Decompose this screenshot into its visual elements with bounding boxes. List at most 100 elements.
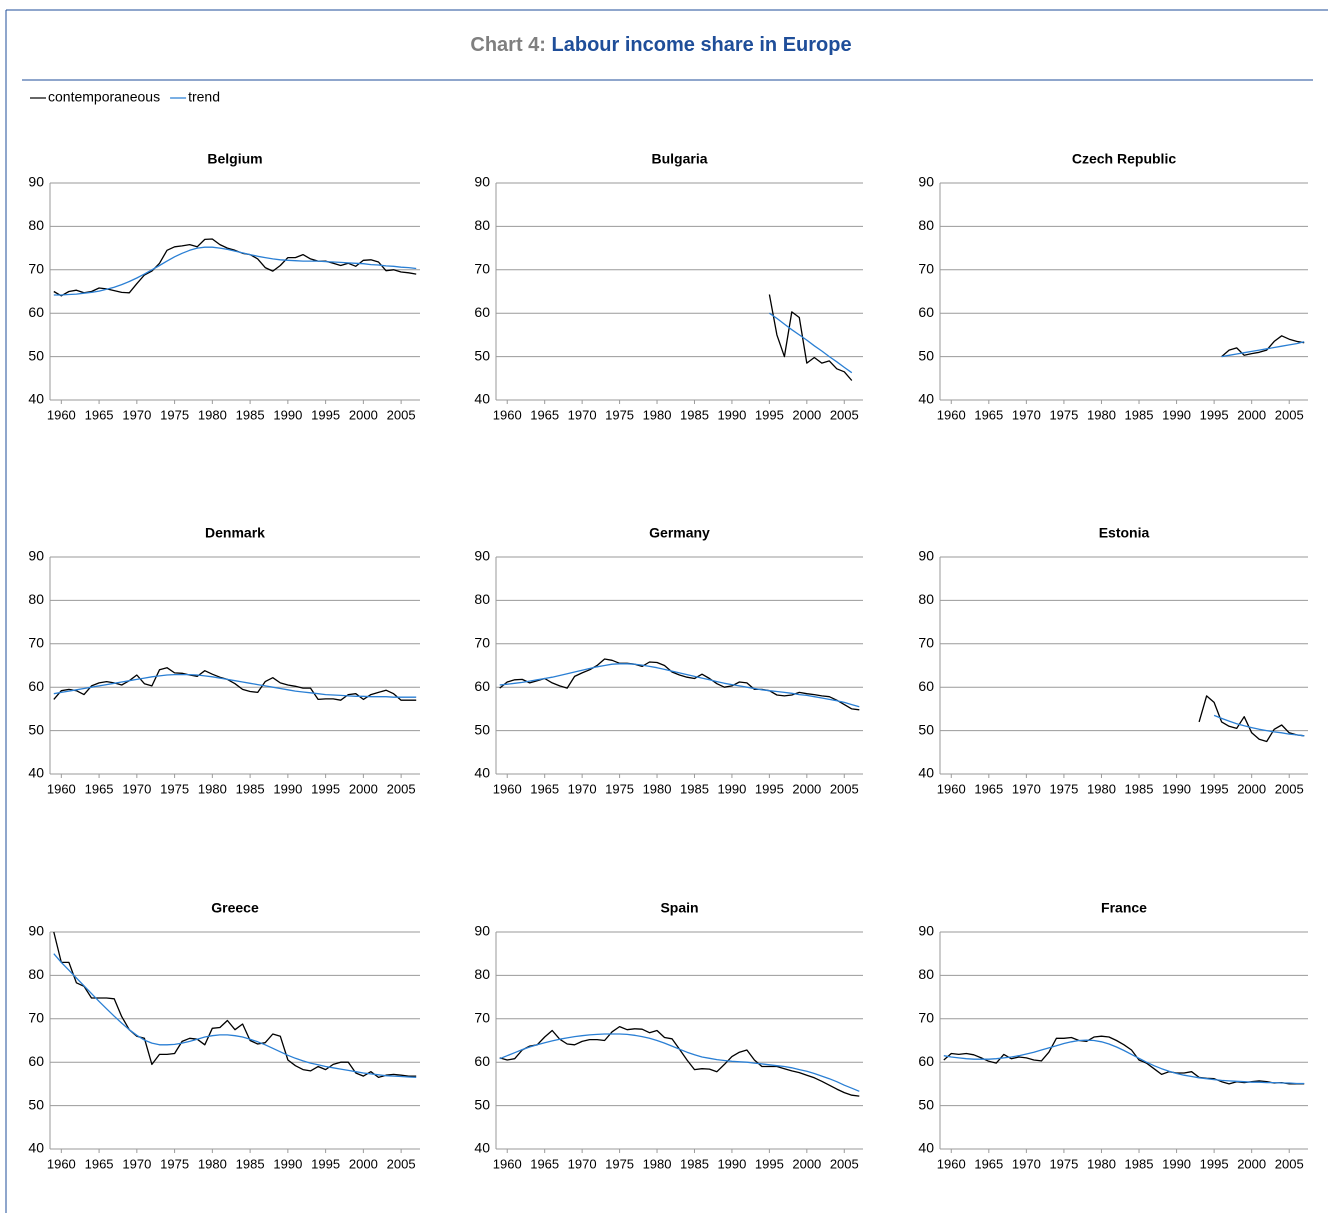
y-tick-label: 60: [918, 678, 934, 694]
x-tick-label: 1965: [530, 407, 559, 422]
x-tick-label: 1990: [273, 781, 302, 796]
series-line: [499, 1033, 860, 1092]
x-tick-label: 1995: [755, 1156, 784, 1171]
x-tick-label: 1980: [643, 1156, 672, 1171]
y-tick-label: 80: [474, 217, 490, 233]
x-tick-label: 1985: [236, 781, 265, 796]
series-line: [53, 673, 417, 698]
panel-title: Germany: [649, 525, 710, 541]
x-tick-label: 1970: [568, 407, 597, 422]
x-tick-label: 1960: [47, 781, 76, 796]
x-tick-label: 1975: [160, 1156, 189, 1171]
y-tick-label: 50: [918, 721, 934, 737]
x-tick-label: 2000: [792, 781, 821, 796]
y-tick-label: 70: [918, 261, 934, 277]
x-tick-label: 1975: [605, 407, 634, 422]
y-tick-label: 60: [474, 304, 490, 320]
series-line: [1221, 341, 1305, 358]
y-tick-label: 60: [28, 678, 44, 694]
title-text: Labour income share in Europe: [552, 34, 852, 56]
y-tick-label: 90: [28, 174, 44, 190]
x-tick-label: 1970: [1012, 781, 1041, 796]
x-tick-label: 1965: [85, 407, 114, 422]
x-tick-label: 1985: [680, 1156, 709, 1171]
x-tick-label: 1975: [605, 781, 634, 796]
x-tick-label: 1965: [85, 1156, 114, 1171]
x-tick-label: 1995: [311, 1156, 340, 1171]
legend: contemporaneous trend: [30, 89, 220, 105]
x-tick-label: 1970: [568, 781, 597, 796]
y-tick-label: 70: [474, 635, 490, 651]
y-tick-label: 80: [474, 591, 490, 607]
y-tick-label: 70: [28, 635, 44, 651]
x-tick-label: 1960: [937, 781, 966, 796]
panel-title: Bulgaria: [651, 151, 707, 167]
panel: Estonia 40 50 60 70 80 90 1960 1965 1970 1975 1980 1…: [918, 525, 1308, 796]
x-tick-label: 2000: [349, 1156, 378, 1171]
y-tick-label: 90: [918, 923, 934, 939]
panel: Bulgaria 40 50 60 70 80 90 1960 1965 1970 1975 1980…: [474, 151, 863, 422]
x-tick-label: 2005: [1275, 781, 1304, 796]
panels: Belgium 40 50 60 70 80 90 1960 1965 1970 1975 1980 1…: [28, 151, 1308, 1171]
series-line: [943, 1035, 1305, 1085]
y-tick-label: 70: [474, 1010, 490, 1026]
x-tick-label: 1985: [236, 1156, 265, 1171]
x-tick-label: 1995: [1200, 1156, 1229, 1171]
y-tick-label: 50: [28, 721, 44, 737]
y-tick-label: 40: [28, 765, 44, 781]
y-tick-label: 70: [918, 1010, 934, 1026]
x-tick-label: 2000: [349, 781, 378, 796]
x-tick-label: 1970: [122, 1156, 151, 1171]
x-tick-label: 1980: [198, 407, 227, 422]
x-tick-label: 2000: [1237, 781, 1266, 796]
y-tick-label: 80: [28, 591, 44, 607]
x-tick-label: 1970: [1012, 1156, 1041, 1171]
x-tick-label: 1975: [160, 407, 189, 422]
y-tick-label: 80: [918, 217, 934, 233]
x-tick-label: 1965: [974, 1156, 1003, 1171]
x-tick-label: 1970: [1012, 407, 1041, 422]
x-tick-label: 1965: [530, 781, 559, 796]
x-tick-label: 2005: [830, 1156, 859, 1171]
x-tick-label: 1960: [493, 781, 522, 796]
y-tick-label: 40: [474, 391, 490, 407]
panel: France 40 50 60 70 80 90 1960 1965 1970 1975 1980 19…: [918, 900, 1308, 1171]
y-tick-label: 90: [918, 174, 934, 190]
y-tick-label: 50: [28, 1096, 44, 1112]
x-tick-label: 2000: [349, 407, 378, 422]
x-tick-label: 1975: [1049, 781, 1078, 796]
x-tick-label: 1995: [1200, 781, 1229, 796]
series-line: [1213, 714, 1305, 737]
x-tick-label: 1975: [1049, 1156, 1078, 1171]
y-tick-label: 70: [28, 1010, 44, 1026]
x-tick-label: 1985: [1125, 781, 1154, 796]
panel: Spain 40 50 60 70 80 90 1960 1965 1970 1975 1980 198…: [474, 900, 863, 1171]
figure-title: Chart 4: Labour income share in Europe: [470, 34, 851, 56]
y-tick-label: 90: [474, 923, 490, 939]
series-line: [499, 658, 860, 711]
y-tick-label: 60: [918, 1053, 934, 1069]
y-tick-label: 60: [28, 304, 44, 320]
y-tick-label: 90: [474, 548, 490, 564]
series-line: [53, 953, 417, 1079]
x-tick-label: 1990: [1162, 1156, 1191, 1171]
y-tick-label: 50: [918, 347, 934, 363]
x-tick-label: 2005: [830, 781, 859, 796]
y-tick-label: 80: [918, 966, 934, 982]
x-tick-label: 1970: [122, 407, 151, 422]
x-tick-label: 1980: [1087, 407, 1116, 422]
x-tick-label: 1965: [85, 781, 114, 796]
y-tick-label: 40: [28, 1140, 44, 1156]
x-tick-label: 1980: [198, 781, 227, 796]
x-tick-label: 2005: [1275, 1156, 1304, 1171]
x-tick-label: 2005: [1275, 407, 1304, 422]
y-tick-label: 60: [474, 678, 490, 694]
x-tick-label: 1980: [1087, 781, 1116, 796]
x-tick-label: 1965: [974, 407, 1003, 422]
y-tick-label: 70: [918, 635, 934, 651]
x-tick-label: 1975: [160, 781, 189, 796]
x-tick-label: 2005: [387, 407, 416, 422]
series-line: [768, 294, 853, 381]
x-tick-label: 2000: [1237, 407, 1266, 422]
